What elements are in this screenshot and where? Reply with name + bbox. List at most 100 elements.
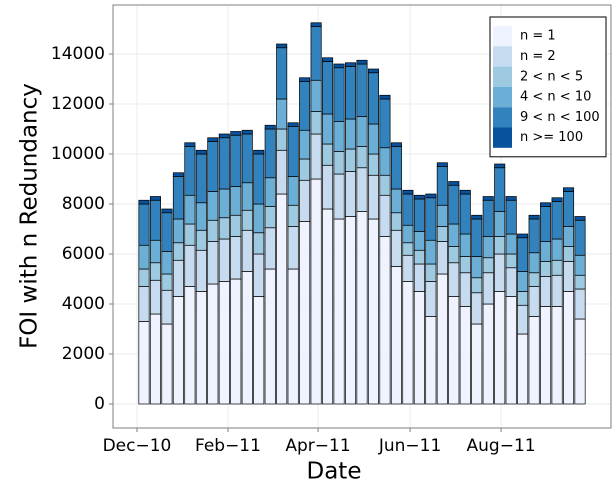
bar-segment: [333, 218, 345, 405]
bar-segment: [356, 211, 368, 405]
bar-segment: [276, 47, 288, 100]
bar-segment: [195, 229, 207, 251]
bar-segment: [505, 296, 517, 405]
legend-swatch: [493, 127, 512, 148]
bar-segment: [551, 197, 563, 202]
bar-segment: [367, 72, 379, 125]
bar-segment: [459, 272, 471, 307]
bar-segment: [138, 321, 150, 405]
bar-segment: [505, 267, 517, 297]
bar-segment: [402, 281, 414, 405]
legend-label: n = 1: [520, 29, 556, 44]
x-tick-label: Dec−10: [103, 436, 172, 456]
bar-segment: [138, 286, 150, 322]
bar-segment: [172, 296, 184, 405]
bar-segment: [299, 179, 311, 222]
bar-segment: [413, 291, 425, 405]
bar-segment: [253, 203, 265, 234]
y-tick-label: 4000: [62, 294, 105, 314]
x-tick-label: Apr−11: [285, 436, 350, 456]
bar-segment: [356, 59, 368, 65]
bar-segment: [563, 246, 575, 262]
bar-segment: [379, 147, 391, 176]
bar-segment: [322, 143, 334, 166]
bar-segment: [299, 129, 311, 160]
bar-segment: [540, 241, 552, 262]
bar-segment: [494, 163, 506, 169]
bar-segment: [161, 289, 173, 325]
bar-segment: [551, 259, 563, 276]
bar-segment: [379, 194, 391, 237]
bar-segment: [149, 199, 161, 241]
bar-segment: [218, 137, 230, 190]
bar-segment: [253, 253, 265, 297]
bar-segment: [276, 128, 288, 151]
bar-segment: [367, 123, 379, 155]
bar-segment: [241, 133, 253, 184]
bar-segment: [402, 242, 414, 256]
bar-segment: [448, 181, 460, 186]
bar-segment: [505, 199, 517, 235]
x-tick-label: Feb−11: [195, 436, 261, 456]
bar-segment: [563, 191, 575, 227]
bar-segment: [207, 283, 219, 405]
bar-segment: [264, 124, 276, 130]
bar-segment: [551, 306, 563, 405]
bar-segment: [149, 239, 161, 264]
bar-segment: [517, 304, 529, 335]
bar-segment: [184, 223, 196, 246]
legend-label: n = 2: [520, 49, 556, 64]
bar-segment: [390, 142, 402, 147]
bar-segment: [459, 189, 471, 195]
bar-segment: [425, 197, 437, 241]
bar-segment: [184, 146, 196, 196]
y-tick-label: 8000: [62, 194, 105, 214]
bar-segment: [459, 256, 471, 274]
bar-segment: [322, 113, 334, 145]
bar-segment: [230, 186, 242, 216]
bar-segment: [413, 249, 425, 265]
bar-segment: [528, 214, 540, 220]
bar-segment: [299, 221, 311, 405]
bar-segment: [390, 188, 402, 214]
bar-segment: [218, 217, 230, 240]
x-axis-title: Date: [307, 459, 362, 485]
bar-segment: [264, 128, 276, 179]
bar-segment: [482, 199, 494, 237]
bar-segment: [230, 236, 242, 280]
legend-swatch: [493, 66, 512, 87]
bar-segment: [310, 133, 322, 180]
bar-segment: [230, 131, 242, 136]
bar-segment: [138, 199, 150, 205]
bar-segment: [276, 193, 288, 405]
bar-segment: [413, 263, 425, 292]
bar-segment: [563, 261, 575, 292]
bar-segment: [322, 57, 334, 62]
bar-segment: [264, 177, 276, 207]
bar-segment: [517, 333, 529, 405]
y-tick-label: 12000: [51, 94, 105, 114]
bar-segment: [413, 194, 425, 200]
bar-segment: [528, 316, 540, 405]
bar-segment: [540, 276, 552, 307]
bar-segment: [517, 291, 529, 306]
bar-segment: [184, 142, 196, 147]
bar-segment: [459, 233, 471, 257]
bar-segment: [276, 98, 288, 130]
bar-segment: [471, 277, 483, 294]
bar-segment: [528, 272, 540, 287]
bar-segment: [482, 196, 494, 201]
bar-segment: [448, 262, 460, 297]
bar-segment: [149, 262, 161, 281]
bar-segment: [322, 164, 334, 210]
bar-segment: [402, 193, 414, 226]
bar-segment: [448, 296, 460, 405]
legend-swatch: [493, 46, 512, 67]
bar-segment: [333, 67, 345, 122]
bar-segment: [264, 206, 276, 229]
bar-segment: [195, 249, 207, 292]
bar-segment: [563, 187, 575, 192]
x-tick-label: Jun−11: [378, 436, 441, 456]
bar-segment: [230, 278, 242, 405]
bar-segment: [517, 271, 529, 292]
